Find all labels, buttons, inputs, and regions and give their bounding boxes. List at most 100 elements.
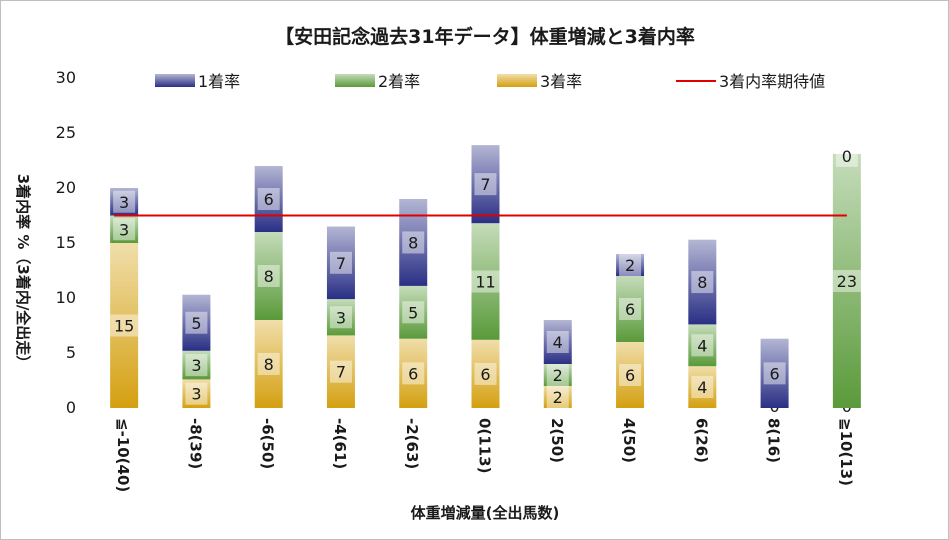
data-label: 4 xyxy=(697,336,707,355)
bar-segment xyxy=(254,320,283,408)
data-label-bg xyxy=(763,362,786,385)
x-tick-label: -6(50) xyxy=(259,418,277,469)
data-label-bg xyxy=(329,251,352,274)
data-label: 6 xyxy=(625,300,635,319)
legend-swatch xyxy=(497,74,537,87)
bar-segment xyxy=(543,386,572,408)
bar-segment xyxy=(471,339,500,408)
bar-segment xyxy=(182,350,211,380)
data-label-bg xyxy=(185,382,208,405)
data-label: 11 xyxy=(475,273,495,292)
data-label-bg xyxy=(619,254,642,276)
bar-segment xyxy=(110,188,139,216)
x-tick-label: 6(26) xyxy=(692,418,710,463)
x-tick-label: 4(50) xyxy=(620,418,638,463)
bar-segment xyxy=(326,335,355,408)
y-tick-label: 10 xyxy=(56,288,76,307)
data-label: 7 xyxy=(336,254,346,273)
x-tick-label: ≧10(13) xyxy=(837,418,855,486)
y-tick-label: 30 xyxy=(56,68,76,87)
bar-segment xyxy=(182,379,211,408)
x-tick-label: ≦-10(40) xyxy=(114,418,132,492)
data-label: 8 xyxy=(264,267,274,286)
data-label-bg xyxy=(257,353,280,375)
data-label-bg xyxy=(832,269,861,292)
bars: 15333358867376586117224662448060230 xyxy=(110,144,861,417)
data-label-bg xyxy=(471,270,500,293)
data-label-bg xyxy=(402,301,425,324)
data-label: 7 xyxy=(480,175,490,194)
data-label-bg xyxy=(619,364,642,386)
data-label-bg xyxy=(329,306,352,329)
bar-segment xyxy=(688,366,717,408)
data-label-bg xyxy=(691,334,714,357)
data-label-bg xyxy=(329,360,352,383)
data-label-bg xyxy=(546,386,569,408)
data-label: 3 xyxy=(119,220,129,239)
y-tick-label: 20 xyxy=(56,178,76,197)
y-axis-label: 3着内率 %（3着内/全出走） xyxy=(14,174,32,371)
data-label-bg xyxy=(474,362,497,385)
y-tick-label: 25 xyxy=(56,123,76,142)
data-label: 7 xyxy=(336,363,346,382)
data-label: 0 xyxy=(842,147,852,166)
bar-segment xyxy=(254,232,283,320)
data-label-bg xyxy=(402,362,425,385)
x-tick-label: -8(39) xyxy=(186,418,204,469)
data-label: 15 xyxy=(114,317,134,336)
data-label: 3 xyxy=(191,385,201,404)
data-label: 6 xyxy=(625,366,635,385)
data-label: 2 xyxy=(553,388,563,407)
data-label-bg xyxy=(185,354,208,377)
data-label: 5 xyxy=(408,303,418,322)
y-axis: 0 5 10 15 20 25 30 xyxy=(56,68,76,417)
data-label: 6 xyxy=(408,364,418,383)
bar-segment xyxy=(832,153,861,408)
data-label-bg xyxy=(257,265,280,287)
data-label-bg xyxy=(619,298,642,320)
x-tick-label: 0(113) xyxy=(476,418,494,473)
data-label: 3 xyxy=(119,193,129,212)
data-label: 6 xyxy=(769,364,779,383)
bar-segment xyxy=(399,338,428,408)
data-label-bg xyxy=(113,218,136,241)
bar-segment xyxy=(110,243,139,408)
data-label: 6 xyxy=(480,365,490,384)
x-tick-label: 8(16) xyxy=(765,418,783,463)
bar-segment xyxy=(471,145,500,224)
y-tick-label: 0 xyxy=(66,398,76,417)
data-label-bg xyxy=(185,311,208,334)
data-label: 4 xyxy=(553,333,563,352)
bar-segment xyxy=(182,294,211,351)
data-label-bg xyxy=(691,271,714,294)
legend-label: 2着率 xyxy=(378,72,420,91)
legend-swatch xyxy=(155,74,195,87)
bar-segment xyxy=(471,223,500,340)
data-label: 8 xyxy=(408,233,418,252)
bar-segment xyxy=(616,254,645,276)
bar-segment xyxy=(543,320,572,364)
legend: 1着率 2着率 3着率 3着内率期待値 xyxy=(155,72,825,91)
data-label: 2 xyxy=(553,366,563,385)
data-label-bg xyxy=(474,173,497,196)
data-label: 4 xyxy=(697,378,707,397)
bar-segment xyxy=(688,324,717,367)
data-label-bg xyxy=(110,314,139,337)
data-label-bg xyxy=(113,190,136,213)
x-axis-label: 体重増減量(全出馬数) xyxy=(411,504,560,522)
bar-segment xyxy=(543,364,572,386)
bar-segment xyxy=(326,226,355,300)
bar-segment xyxy=(399,285,428,339)
data-label-bg xyxy=(546,364,569,386)
data-label: 6 xyxy=(264,190,274,209)
chart-title: 【安田記念過去31年データ】体重増減と3着内率 xyxy=(275,25,695,48)
data-label: 3 xyxy=(191,356,201,375)
data-label-bg xyxy=(835,144,858,167)
bar-segment xyxy=(326,299,355,336)
y-tick-label: 5 xyxy=(66,343,76,362)
data-label: 3 xyxy=(336,308,346,327)
bar-segment xyxy=(616,342,645,408)
legend-swatch xyxy=(335,74,375,87)
bar-segment xyxy=(399,199,428,286)
data-label: 8 xyxy=(264,355,274,374)
